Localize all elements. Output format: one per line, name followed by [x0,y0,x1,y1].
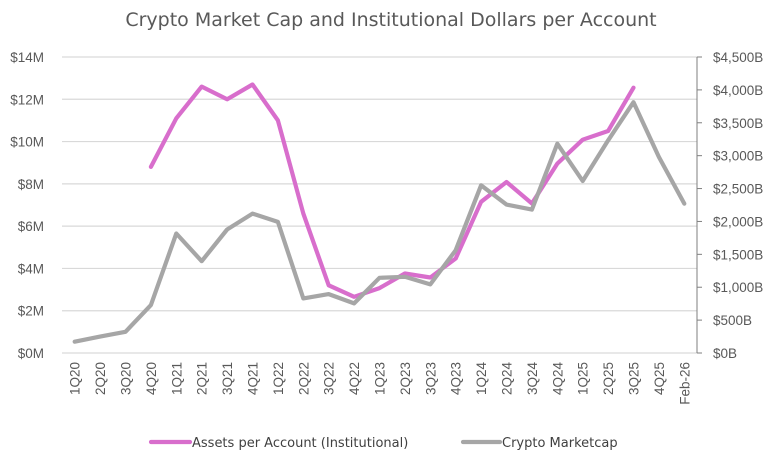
left-tick-label: $4M [18,261,44,276]
x-tick-label: 2Q21 [195,362,210,395]
left-tick-label: $2M [18,304,44,319]
left-y-axis: $0M $2M $4M $6M $8M $10M $12M $14M [10,50,44,361]
chart-title: Crypto Market Cap and Institutional Doll… [125,9,656,31]
legend-label: Crypto Marketcap [502,436,618,451]
left-tick-label: $6M [18,219,44,234]
right-tick-label: $4,000B [713,83,763,98]
legend-label: Assets per Account (Institutional) [192,436,408,451]
x-tick-label: 3Q24 [525,362,540,396]
x-tick-label: 1Q23 [373,362,388,395]
x-tick-label: 4Q20 [144,362,159,395]
x-tick-label: 1Q21 [169,362,184,395]
right-tick-label: $3,500B [713,116,763,131]
right-tick-label: $2,500B [713,182,763,197]
x-tick-label: 2Q23 [398,362,413,395]
right-tick-label: $3,000B [713,149,763,164]
legend: Assets per Account (Institutional) Crypto… [148,436,618,451]
left-tick-label: $14M [10,50,44,65]
series-line-0 [148,82,636,299]
legend-item: Crypto Marketcap [460,436,618,451]
x-tick-label: 1Q25 [576,362,591,395]
left-tick-label: $12M [10,92,44,107]
x-tick-label: 2Q24 [500,362,515,396]
right-tick-label: $1,000B [713,280,763,295]
right-tick-label: $500B [713,313,752,328]
x-tick-label: 4Q25 [652,362,667,395]
x-tick-label: 1Q20 [68,362,83,395]
x-tick-label: 3Q25 [627,362,642,395]
x-tick-label: 1Q22 [271,362,286,395]
gridlines [62,56,697,354]
right-tick-label: $0B [713,346,737,361]
x-tick-label: 3Q21 [220,362,235,395]
x-tick-label: Feb-26 [677,362,692,405]
right-y-axis: $0B $500B $1,000B $1,500B $2,000B $2,500B $3,0… [696,50,763,361]
x-tick-label: 3Q23 [423,362,438,395]
series-layer [72,82,687,344]
left-tick-label: $8M [18,177,44,192]
right-tick-label: $2,000B [713,214,763,229]
left-tick-label: $10M [10,135,44,150]
left-tick-label: $0M [18,346,44,361]
x-tick-label: 3Q22 [322,362,337,395]
x-tick-label: 1Q24 [474,362,489,396]
x-axis: 1Q20 2Q20 3Q20 4Q20 1Q21 2Q21 3Q21 4Q21 1Q22 2Q22… [68,362,693,405]
x-tick-label: 4Q23 [449,362,464,395]
legend-item: Assets per Account (Institutional) [148,436,408,451]
x-tick-label: 4Q22 [347,362,362,395]
x-tick-label: 3Q20 [119,362,134,395]
x-tick-label: 4Q24 [550,362,565,396]
x-tick-label: 2Q20 [93,362,108,395]
right-tick-label: $1,500B [713,247,763,262]
x-tick-label: 2Q25 [601,362,616,395]
x-tick-label: 4Q21 [246,362,261,395]
right-tick-label: $4,500B [713,50,763,65]
x-tick-label: 2Q22 [296,362,311,395]
